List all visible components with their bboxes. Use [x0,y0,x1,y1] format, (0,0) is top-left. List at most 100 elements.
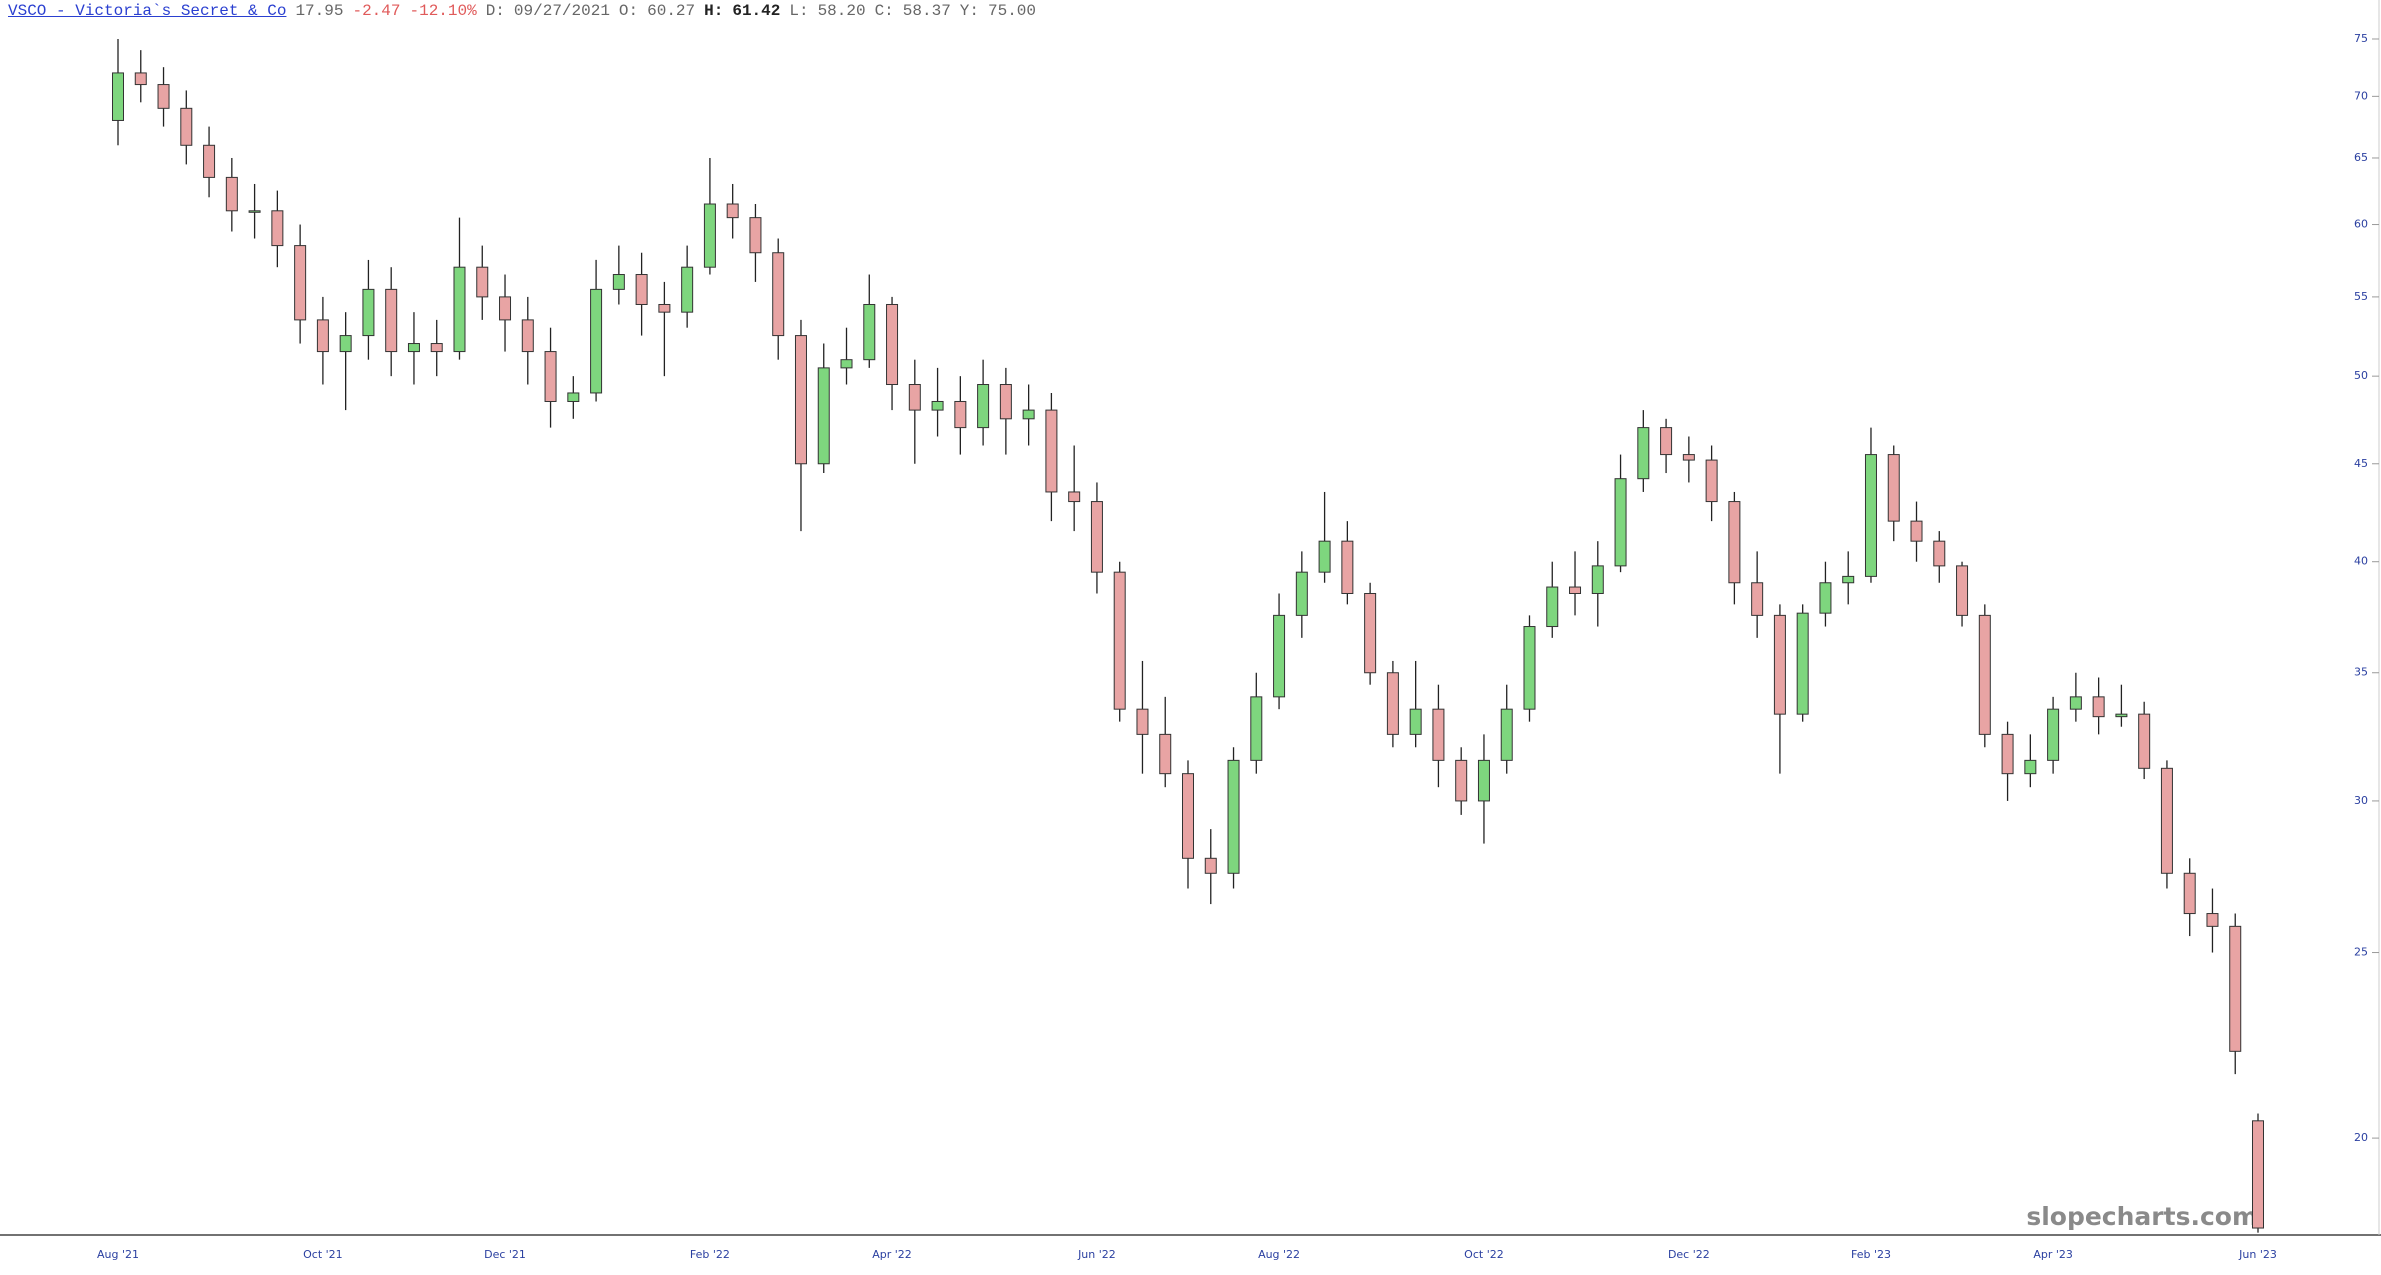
y-tick-label: 50 [2354,369,2368,382]
candle-body [1910,520,1923,542]
candle-body [1477,759,1490,802]
candle-body [271,210,284,247]
candle-body [2206,913,2219,927]
candle-body [1113,571,1126,710]
candle-body [1864,454,1877,577]
candle-body [1751,582,1764,616]
candle-body [499,296,512,321]
candle-body [180,107,193,146]
y-value: 75.00 [988,2,1037,20]
candle-body [886,303,899,386]
candle-body [1045,409,1058,493]
candle-body [1705,459,1718,503]
candle-body [248,210,261,213]
candle-body [1614,478,1627,567]
candle-body [2024,759,2037,775]
candle-body [134,72,147,86]
x-tick-label: Feb '22 [690,1248,730,1261]
header: VSCO - Victoria`s Secret & Co 17.95 -2.47-… [8,2,1045,20]
candle-body [1819,582,1832,614]
candle-body [1546,586,1559,628]
candle-body [294,245,307,321]
candle-body [385,288,398,353]
change-percent: -12.10% [409,2,477,20]
candle-body [1409,708,1422,735]
candle-body [1887,454,1900,522]
candle-body [590,288,603,394]
candle-body [1136,708,1149,735]
candle-body [1637,427,1650,480]
candle-body [2092,696,2105,718]
candle-body [567,392,580,402]
candle-body [1159,733,1172,775]
symbol-link[interactable]: VSCO - Victoria`s Secret & Co [8,2,287,20]
candle-body [339,335,352,353]
x-tick-label: Oct '22 [1464,1248,1504,1261]
candle-body [1341,540,1354,594]
candle-body [1432,708,1445,761]
y-tick-label: 60 [2354,218,2368,231]
candle-body [658,303,671,313]
candle-body [703,203,716,268]
candle-body [1523,626,1536,710]
candle-body [362,288,375,337]
candle-body [1682,454,1695,461]
candle-body [1273,614,1286,698]
watermark: slopecharts.com [2026,1202,2258,1231]
candle-body [1956,565,1969,616]
x-tick-label: Aug '22 [1258,1248,1300,1261]
candle-body [1364,592,1377,674]
candle-body [612,274,625,290]
low: 58.20 [817,2,866,20]
candle-body [726,203,739,219]
candle-body [2183,872,2196,915]
candle-body [817,367,830,465]
high-label: H: [704,2,724,20]
y-tick-label: 30 [2354,794,2368,807]
candle-body [1660,427,1673,456]
last-price: 17.95 [295,2,344,20]
x-tick-label: Dec '22 [1668,1248,1710,1261]
candle-body [157,84,170,109]
y-tick-label: 65 [2354,151,2368,164]
candle-body [635,274,648,305]
candle-body [407,343,420,353]
date-label: D: [485,2,505,20]
candle-body [2001,733,2014,775]
candle-body [1386,672,1399,735]
candle-body [476,266,489,298]
candle-body [430,343,443,353]
candle-body [1182,773,1194,859]
high: 61.42 [732,2,781,20]
x-tick-label: Apr '22 [872,1248,912,1261]
y-tick-label: 70 [2354,89,2368,102]
change: -2.47 [352,2,401,20]
open: 60.27 [647,2,696,20]
candle-body [681,266,694,313]
candle-body [794,335,807,465]
candle-body [1318,540,1331,573]
candle-body [1295,571,1308,616]
candle-body [1796,612,1809,715]
candle-body [2160,767,2173,874]
candle-body [1773,614,1786,715]
y-tick-label: 55 [2354,290,2368,303]
y-tick-label: 75 [2354,32,2368,45]
x-tick-label: Oct '21 [303,1248,343,1261]
candle-body [1933,540,1946,567]
candle-body [1250,696,1263,761]
close-label: C: [874,2,894,20]
x-tick-label: Aug '21 [97,1248,139,1261]
low-label: L: [789,2,809,20]
x-tick-label: Jun '23 [2238,1248,2277,1261]
candle-body [2138,713,2151,769]
x-tick-label: Jun '22 [1077,1248,1116,1261]
candle-body [1500,708,1513,761]
candle-body [2115,713,2128,718]
candle-body [453,266,466,353]
candle-body [1090,501,1103,573]
candle-body [2229,925,2242,1052]
y-tick-label: 25 [2354,946,2368,959]
